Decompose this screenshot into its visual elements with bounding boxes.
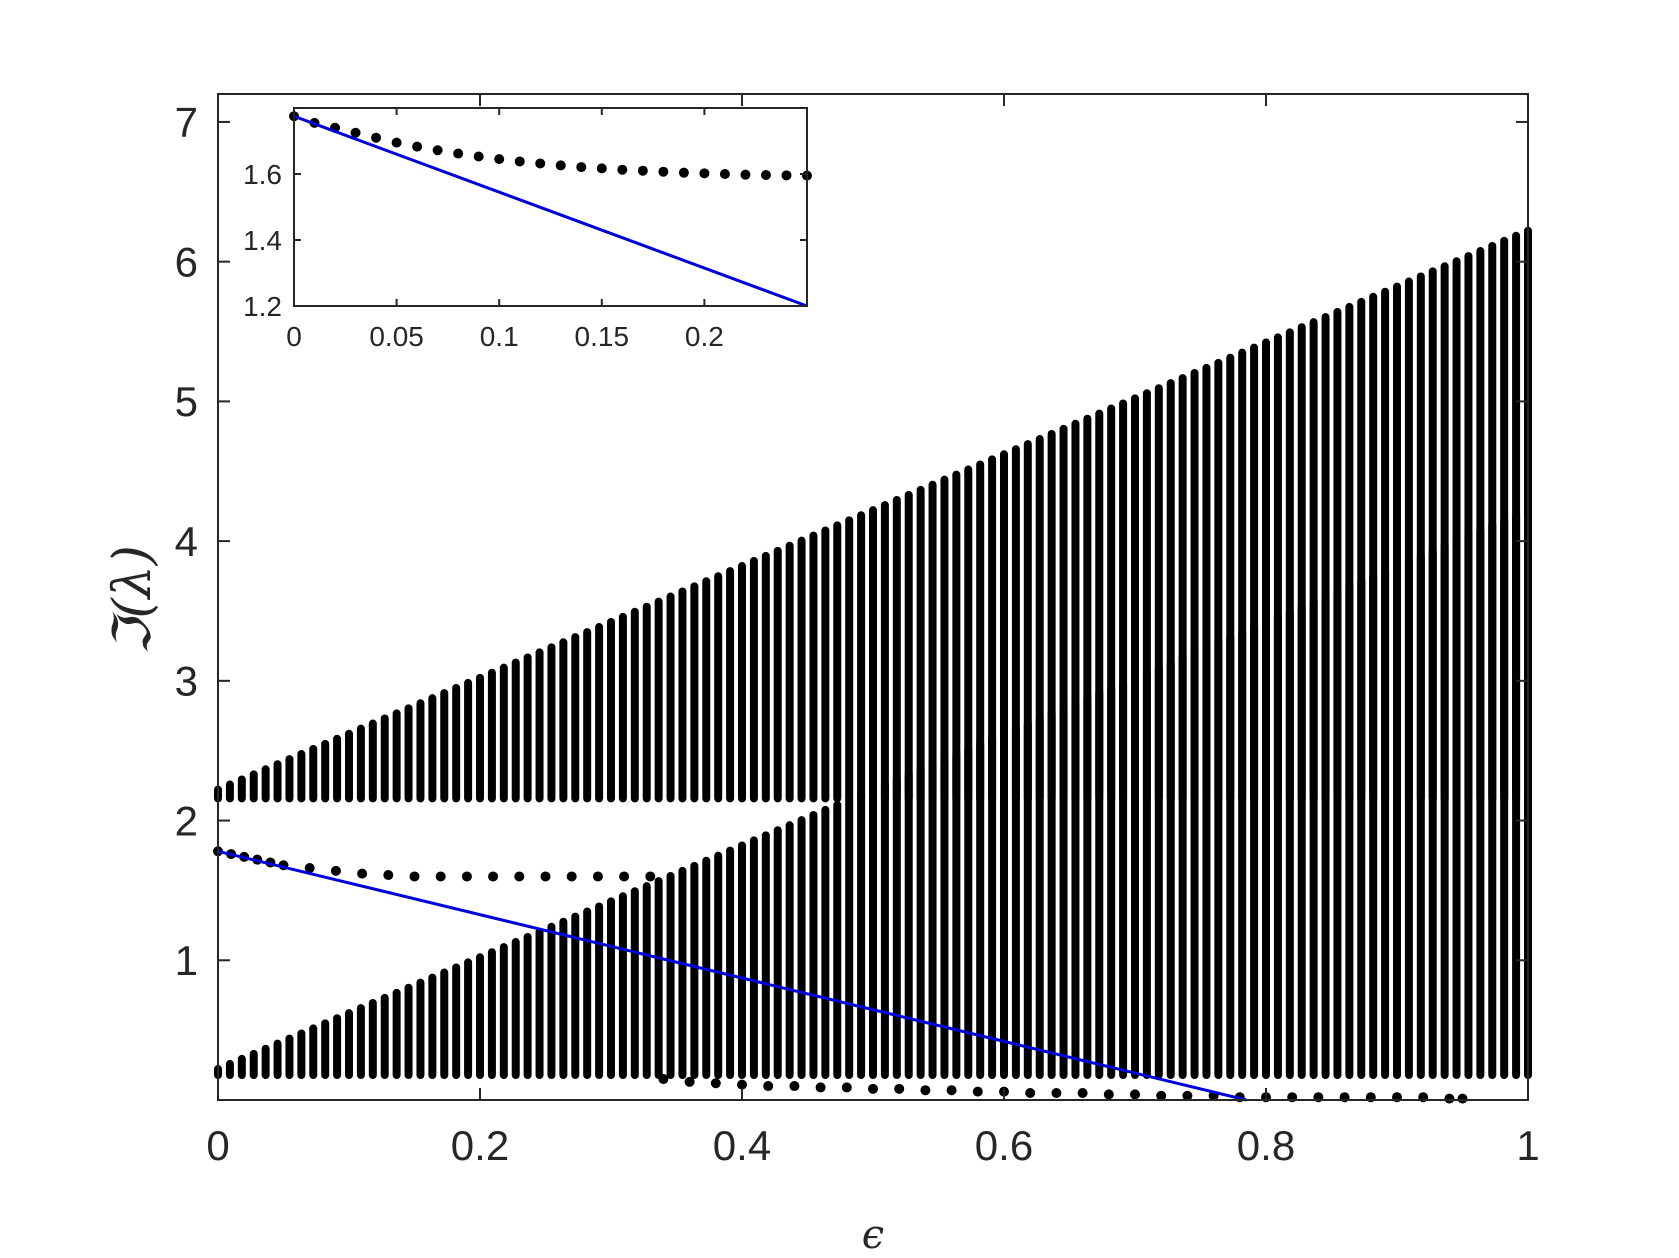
eigenvalue-point	[781, 170, 792, 181]
eigenvalue-point	[371, 132, 382, 143]
x-tick-label: 0.2	[451, 1122, 509, 1169]
x-tick-label: 0.2	[685, 321, 724, 352]
main-axes: 0 0.2 0.4 0.6 0.8 1 1 2 3 4 5 6 7 ϵ ℑ(λ)	[103, 93, 1540, 1258]
eigenvalue-point	[576, 162, 587, 173]
eigenvalue-point	[1077, 1088, 1088, 1099]
y-tick-label: 1.6	[243, 159, 282, 190]
eigenvalue-point	[710, 1078, 721, 1089]
eigenvalue-point	[535, 158, 546, 169]
y-tick-label: 4	[175, 518, 198, 565]
eigenvalue-point	[658, 166, 669, 177]
x-tick-label: 0.6	[975, 1122, 1033, 1169]
eigenvalue-point	[619, 871, 630, 882]
eigenvalue-point	[868, 1083, 878, 1094]
eigenvalue-point	[350, 127, 361, 138]
x-tick-label: 0	[286, 321, 302, 352]
x-tick-label: 0	[206, 1122, 229, 1169]
x-tick-label: 0.1	[480, 321, 519, 352]
eigenvalue-point	[514, 156, 525, 167]
eigenvalue-point	[555, 160, 566, 171]
eigenvalue-point	[357, 868, 368, 879]
inset-axes-frame	[293, 107, 808, 307]
y-tick-label: 1.2	[243, 291, 282, 322]
eigenvalue-point	[514, 871, 525, 882]
x-tick-label: 0.15	[575, 321, 630, 352]
y-tick-label: 1	[175, 937, 198, 984]
eigenvalue-point	[540, 871, 551, 882]
eigenvalue-point	[1130, 1089, 1140, 1100]
eigenvalue-point	[841, 1082, 852, 1093]
x-tick-label: 1	[1516, 1122, 1539, 1169]
eigenvalue-point	[1103, 1089, 1114, 1100]
eigenvalue-point	[719, 169, 730, 179]
eigenvalue-point	[453, 148, 464, 159]
eigenvalue-point	[409, 871, 420, 882]
inset-ticks	[293, 108, 807, 307]
eigenvalue-point	[763, 1081, 774, 1092]
eigenvalue-point	[815, 1082, 826, 1093]
eigenvalue-point	[1051, 1088, 1062, 1099]
eigenvalue-point	[637, 165, 648, 176]
eigenvalue-point	[737, 1079, 747, 1090]
eigenvalue-point	[592, 871, 603, 882]
y-tick-label: 1.4	[243, 225, 282, 256]
y-tick-label: 3	[175, 658, 198, 705]
inset-tick-labels: 0 0.05 0.1 0.15 0.2 1.2 1.4 1.6	[243, 159, 724, 352]
x-axis-label: ϵ	[862, 1212, 884, 1258]
eigenvalue-point	[894, 1083, 905, 1094]
eigenvalue-point	[1444, 1093, 1455, 1104]
y-tick-label: 5	[175, 378, 198, 425]
main-ticks	[217, 94, 1529, 1100]
x-tick-label: 0.05	[369, 321, 424, 352]
eigenvalue-point	[645, 871, 656, 882]
eigenvalue-point	[412, 141, 423, 152]
y-tick-label: 6	[175, 238, 198, 285]
eigenvalue-point	[946, 1085, 957, 1096]
y-axis-label: ℑ(λ)	[103, 545, 163, 655]
main-axes-frame	[217, 93, 1529, 1101]
eigenvalue-point	[678, 167, 689, 178]
eigenvalue-point	[461, 871, 472, 882]
eigenvalue-point	[432, 145, 443, 156]
x-tick-label: 0.4	[713, 1122, 771, 1169]
eigenvalue-point	[391, 137, 402, 148]
blue-reference-line	[293, 114, 808, 308]
inset-axes: 0 0.05 0.1 0.15 0.2 1.2 1.4 1.6	[243, 107, 812, 352]
y-tick-label: 7	[175, 99, 198, 146]
blue-reference-line	[217, 849, 1247, 1102]
eigenvalue-point	[1457, 1093, 1468, 1104]
eigenvalue-point	[920, 1085, 931, 1096]
eigenvalue-point	[740, 169, 751, 180]
eigenvalue-point	[760, 169, 771, 180]
eigenvalue-point	[473, 151, 484, 162]
eigenvalue-point	[435, 871, 446, 882]
eigenvalue-point	[494, 154, 505, 165]
eigenvalue-point	[972, 1086, 983, 1097]
eigenvalue-point	[383, 870, 394, 881]
eigenvalue-point	[658, 1074, 669, 1085]
eigenvalue-point	[304, 863, 315, 874]
eigenvalue-point	[1156, 1090, 1167, 1101]
eigenvalue-point	[684, 1076, 695, 1087]
eigenvalue-point	[1025, 1088, 1036, 1099]
main-tick-labels: 0 0.2 0.4 0.6 0.8 1 1 2 3 4 5 6 7	[175, 99, 1540, 1169]
eigenvalue-point	[330, 865, 341, 876]
eigenvalue-point	[566, 871, 577, 882]
eigenvalue-point	[789, 1081, 800, 1092]
x-tick-label: 0.8	[1237, 1122, 1295, 1169]
eigenvalue-point	[488, 871, 499, 882]
eigenvalue-point	[699, 168, 710, 179]
eigenvalue-point	[1182, 1090, 1193, 1101]
eigenvalue-point	[596, 163, 607, 174]
y-tick-label: 2	[175, 797, 198, 844]
eigenvalue-point	[617, 164, 628, 175]
